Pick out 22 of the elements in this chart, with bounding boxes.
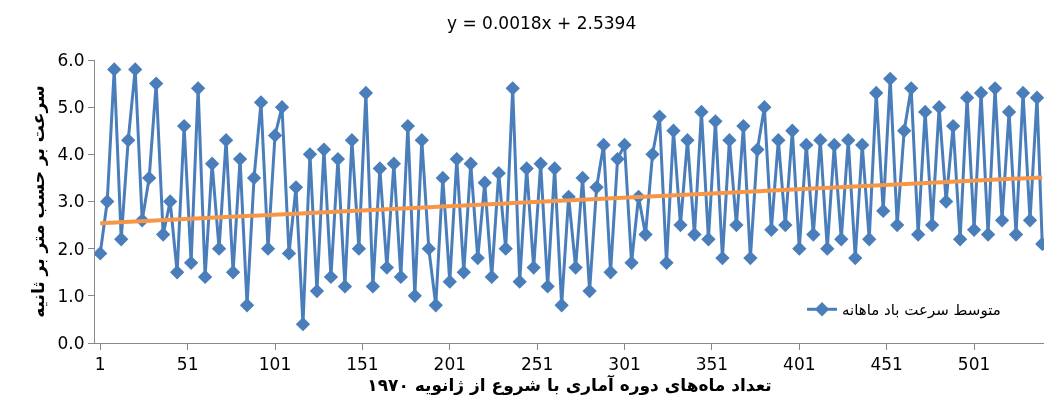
- legend-label: متوسط سرعت باد ماهانه: [842, 301, 1001, 320]
- x-tick-label: 451: [870, 354, 903, 375]
- x-tick-label: 301: [608, 354, 641, 375]
- y-tick-label: 4.0: [57, 144, 85, 165]
- y-tick-label: 2.0: [57, 238, 85, 259]
- x-tick-label: 201: [433, 354, 467, 375]
- x-tick-label: 51: [176, 354, 199, 375]
- y-tick-label: 6.0: [57, 49, 85, 70]
- x-tick-label: 1: [94, 354, 106, 375]
- y-tick-label: 1.0: [57, 285, 85, 306]
- x-tick-label: 401: [783, 354, 816, 375]
- x-tick-label: 501: [957, 354, 991, 375]
- x-tick-label: 151: [346, 354, 379, 375]
- x-axis-title: تعداد ماه‌های دوره آماری با شروع از ژانویه ۱۹۷۰: [367, 374, 772, 397]
- x-tick-label: 351: [695, 354, 729, 375]
- text: y = 0.0018x + 2.5394: [447, 13, 637, 33]
- y-tick-label: 5.0: [57, 97, 85, 118]
- x-tick-label: 101: [258, 354, 292, 375]
- y-axis-title: سرعت بر حسب متر بر ثانیه: [28, 85, 50, 318]
- y-tick-label: 3.0: [57, 191, 85, 212]
- x-tick-label: 251: [520, 354, 554, 375]
- y-tick-label: 0.0: [57, 332, 85, 353]
